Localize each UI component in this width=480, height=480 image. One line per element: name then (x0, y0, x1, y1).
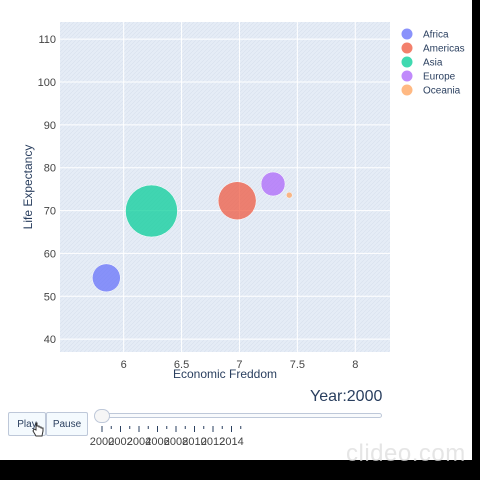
slider-year-label: 2006 (145, 436, 169, 448)
legend-label-oceania[interactable]: Oceania (423, 86, 461, 97)
legend-label-europe[interactable]: Europe (423, 72, 456, 83)
legend-marker-oceania[interactable] (401, 84, 413, 96)
year-slider-track[interactable] (100, 413, 382, 418)
x-tick-label: 8 (352, 359, 358, 371)
y-tick-label: 70 (44, 206, 56, 218)
current-year-label: Year:2000 (310, 388, 382, 406)
year-value: 2000 (346, 388, 383, 405)
slider-year-label: 2000 (90, 436, 114, 448)
bubble-americas[interactable] (217, 181, 257, 220)
hand-cursor-icon (32, 422, 44, 437)
play-button[interactable]: Play (8, 412, 46, 436)
pause-button[interactable]: Pause (46, 412, 88, 436)
slider-year-label: 2014 (219, 436, 243, 448)
legend-label-americas[interactable]: Americas (423, 44, 465, 55)
chart-frame: 6 6.5 7 7.5 8 40 50 60 70 80 90 100 110 Economic Fr… (0, 0, 472, 460)
legend-label-africa[interactable]: Africa (423, 30, 449, 41)
year-slider-handle[interactable] (94, 409, 110, 423)
y-tick-label: 90 (44, 120, 56, 132)
legend-marker-asia[interactable] (401, 56, 413, 68)
y-tick-label: 60 (44, 248, 56, 260)
y-tick-label: 110 (38, 34, 56, 46)
legend-label-asia[interactable]: Asia (423, 58, 443, 69)
bubble-asia[interactable] (125, 184, 178, 238)
legend[interactable]: Africa Americas Asia Europe Oceania (401, 28, 465, 97)
y-tick-label: 50 (44, 291, 56, 303)
slider-year-label: 2010 (182, 436, 206, 448)
x-tick-label: 7 (236, 359, 242, 371)
year-prefix: Year: (310, 388, 347, 405)
bubble-oceania[interactable] (286, 191, 293, 199)
slider-year-label: 2002 (108, 436, 132, 448)
y-tick-labels: 40 50 60 70 80 90 100 110 (38, 34, 56, 346)
bubble-africa[interactable] (92, 263, 121, 293)
x-tick-label: 6 (121, 359, 127, 371)
bubble-layer (92, 171, 293, 293)
y-tick-label: 40 (44, 334, 56, 346)
x-tick-labels: 6 6.5 7 7.5 8 (121, 359, 359, 371)
slider-year-label: 2004 (127, 436, 151, 448)
watermark: clideo.com (346, 440, 466, 467)
legend-marker-europe[interactable] (401, 70, 413, 82)
legend-marker-americas[interactable] (401, 42, 413, 54)
y-tick-label: 80 (44, 163, 56, 175)
legend-marker-africa[interactable] (401, 28, 413, 40)
x-tick-label: 6.5 (174, 359, 189, 371)
x-axis-title: Economic Freddom (173, 367, 277, 381)
x-tick-label: 7.5 (290, 359, 305, 371)
slider-year-label: 2012 (201, 436, 225, 448)
y-axis-title: Life Expectancy (21, 145, 35, 230)
y-tick-label: 100 (38, 77, 56, 89)
bubble-chart: 6 6.5 7 7.5 8 40 50 60 70 80 90 100 110 Economic Fr… (21, 22, 465, 448)
bubble-europe[interactable] (260, 171, 286, 197)
slider-year-label: 2008 (164, 436, 188, 448)
